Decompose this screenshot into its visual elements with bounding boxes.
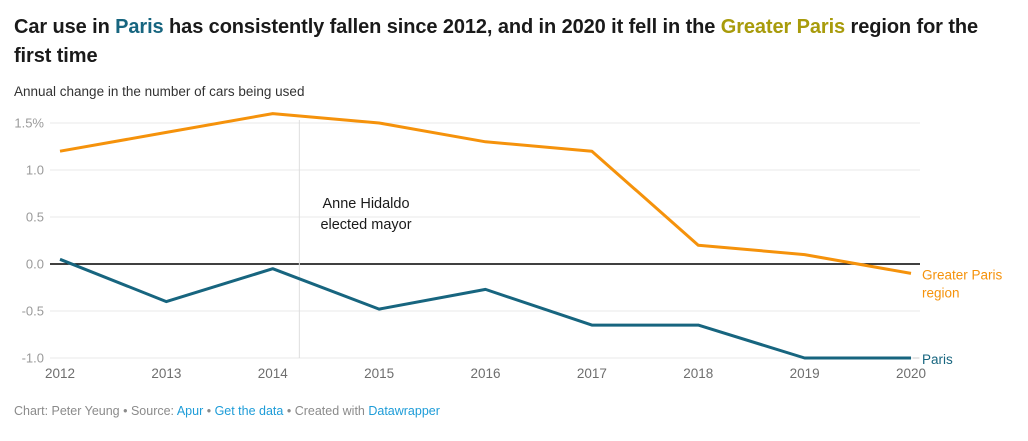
footer-text: Chart: Peter Yeung • Source: [14,404,177,418]
title-highlight: Greater Paris [720,16,846,38]
footer-link[interactable]: Get the data [214,404,284,418]
line-chart-area: 1.5% 1.0 0.5 0.0 -0.5 -1.0 2012 2013 2014 2015 201… [0,95,1028,400]
title-highlight: Paris [115,16,164,38]
title-text: has consistently fallen since 2012, and … [163,16,721,38]
x-tick-label: 2012 [45,366,75,381]
footer-link[interactable]: Apur [176,404,204,418]
x-tick-label: 2016 [470,366,500,381]
annotation-text: elected mayor [320,217,411,233]
footer-text: • [203,404,215,418]
paris-label: Paris [922,352,953,367]
x-tick-label: 2020 [896,366,926,381]
paris-line [59,257,911,360]
y-tick-label: -0.5 [22,304,44,319]
x-tick-label: 2018 [683,366,713,381]
title-text: region for the first time [14,16,979,67]
footer-text: • Created with [283,404,369,418]
x-tick-label: 2017 [577,366,607,381]
x-tick-label: 2014 [258,366,289,381]
title-text: Car use in [14,16,116,38]
y-tick-label: 1.0 [26,163,44,178]
greater-paris-region-label: region [922,285,960,300]
greater-paris-region-label: Greater Paris [922,267,1003,282]
chart-footer: Chart: Peter Yeung • Source: Apur • Get … [14,404,440,418]
greater-paris-region-line [59,112,912,275]
footer-link[interactable]: Datawrapper [368,404,440,418]
y-tick-label: 1.5% [14,116,44,131]
chart-title: Car use in Paris has consistently fallen… [14,13,1014,71]
y-tick-label: 0.5 [26,210,44,225]
y-tick-label: 0.0 [26,257,44,272]
y-tick-label: -1.0 [22,351,44,366]
annotation-text: Anne Hidaldo [322,196,409,212]
x-tick-label: 2019 [790,366,820,381]
x-tick-label: 2013 [151,366,181,381]
chart-subtitle: Annual change in the number of cars bein… [14,84,305,99]
x-tick-label: 2015 [364,366,394,381]
